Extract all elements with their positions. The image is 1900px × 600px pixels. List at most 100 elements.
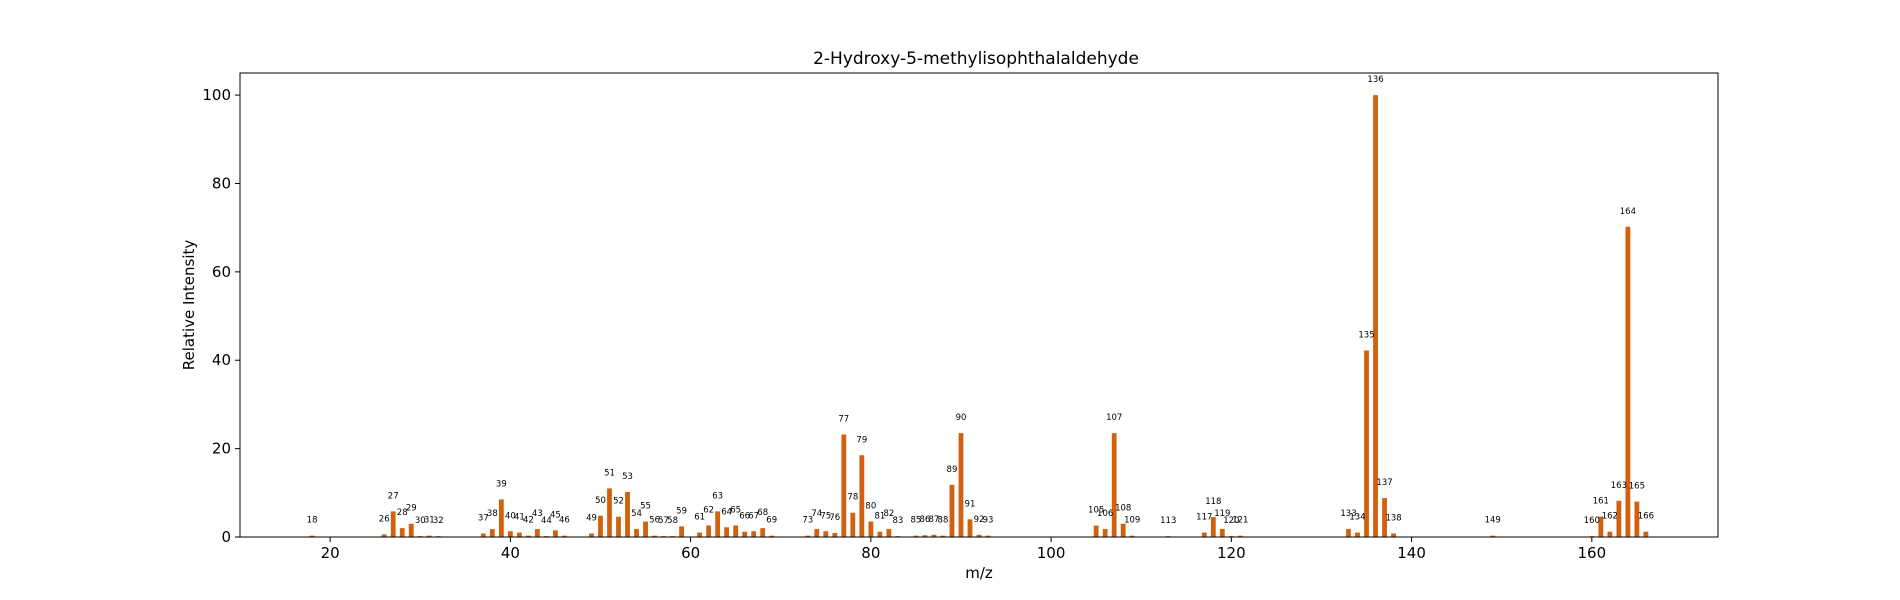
y-tick-label-0: 0 [221, 528, 231, 546]
peak-label-166: 166 [1638, 512, 1654, 522]
bar-mz-89 [949, 484, 955, 537]
peak-label-50: 50 [595, 496, 606, 506]
bar-mz-133 [1346, 529, 1351, 537]
bar-mz-42 [525, 535, 531, 537]
peak-label-78: 78 [847, 493, 858, 503]
peak-label-28: 28 [397, 508, 408, 518]
bar-mz-39 [498, 499, 504, 537]
peak-label-87: 87 [929, 515, 940, 525]
bar-mz-68 [760, 528, 766, 537]
peak-label-77: 77 [838, 414, 849, 424]
peak-label-160: 160 [1584, 516, 1600, 526]
bar-mz-85 [913, 535, 919, 537]
peak-label-76: 76 [829, 513, 840, 523]
bar-mz-74 [814, 529, 820, 537]
bar-mz-137 [1382, 498, 1387, 537]
bar-mz-136 [1373, 95, 1378, 537]
peak-label-161: 161 [1593, 497, 1609, 507]
bar-mz-27 [390, 511, 396, 537]
bar-mz-117 [1201, 532, 1207, 537]
peak-label-30: 30 [415, 516, 426, 526]
peak-label-118: 118 [1205, 497, 1221, 507]
plot-area-frame [239, 72, 1719, 538]
bar-mz-75 [823, 531, 829, 537]
bar-mz-76 [832, 533, 838, 537]
bar-mz-43 [535, 529, 540, 537]
peak-label-51: 51 [604, 468, 615, 478]
bar-mz-162 [1607, 531, 1613, 537]
peak-label-121: 121 [1232, 516, 1248, 526]
bar-mz-52 [616, 516, 621, 537]
bar-mz-86 [922, 535, 928, 537]
x-axis-label: m/z [965, 564, 993, 582]
peak-label-107: 107 [1106, 413, 1122, 423]
peak-label-69: 69 [766, 516, 777, 526]
bar-mz-107 [1111, 433, 1117, 537]
peak-label-63: 63 [712, 491, 723, 501]
peak-label-61: 61 [694, 513, 705, 523]
bar-mz-81 [877, 531, 883, 537]
peak-label-44: 44 [541, 516, 552, 526]
peak-label-41: 41 [514, 513, 525, 523]
bar-mz-166 [1643, 531, 1649, 537]
chart-title: 2-Hydroxy-5-methylisophthalaldehyde [813, 49, 1139, 69]
bar-mz-164 [1625, 226, 1631, 537]
x-tick-label-20: 20 [321, 544, 340, 562]
bar-mz-45 [553, 530, 558, 537]
bar-mz-40 [507, 531, 513, 537]
peak-label-90: 90 [956, 413, 967, 423]
x-tick-label-100: 100 [1037, 544, 1066, 562]
bar-mz-63 [715, 511, 721, 537]
bar-mz-61 [697, 532, 703, 537]
peak-label-108: 108 [1115, 504, 1131, 514]
x-tick-label-140: 140 [1397, 544, 1426, 562]
peak-label-79: 79 [856, 435, 867, 445]
peak-label-89: 89 [947, 465, 958, 475]
bar-mz-109 [1129, 535, 1135, 537]
peak-label-82: 82 [883, 509, 894, 519]
peak-label-162: 162 [1602, 512, 1618, 522]
peak-label-46: 46 [559, 516, 570, 526]
peak-label-105: 105 [1088, 506, 1104, 516]
bar-mz-90 [958, 433, 964, 537]
y-tick-label-80: 80 [212, 174, 231, 192]
peak-label-164: 164 [1620, 207, 1636, 217]
peak-label-165: 165 [1629, 482, 1645, 492]
peak-label-81: 81 [874, 512, 885, 522]
peak-label-45: 45 [550, 510, 561, 520]
peak-label-113: 113 [1160, 516, 1176, 526]
bar-mz-79 [859, 455, 865, 537]
peak-label-58: 58 [667, 516, 678, 526]
bar-mz-66 [742, 531, 748, 537]
peak-label-64: 64 [721, 507, 732, 517]
x-tick-label-60: 60 [681, 544, 700, 562]
bar-mz-87 [931, 534, 937, 537]
x-axis: 20 40 60 80 100 120 140 160 [321, 537, 1606, 562]
bar-mz-62 [706, 525, 712, 537]
bar-mz-51 [607, 488, 612, 537]
peak-label-119: 119 [1214, 509, 1230, 519]
bar-mz-78 [850, 512, 856, 537]
bar-mz-149 [1490, 535, 1496, 537]
peak-label-93: 93 [983, 516, 994, 526]
bar-mz-26 [381, 534, 387, 537]
bar-mz-64 [724, 527, 730, 537]
bar-mz-165 [1634, 501, 1640, 537]
peak-label-149: 149 [1485, 516, 1501, 526]
bar-mz-31 [426, 535, 432, 537]
peak-label-75: 75 [820, 511, 831, 521]
peak-label-18: 18 [307, 516, 318, 526]
bar-mz-82 [886, 529, 892, 537]
peak-label-49: 49 [586, 513, 597, 523]
peak-label-43: 43 [532, 509, 543, 519]
bar-mz-53 [625, 491, 630, 537]
bar-mz-105 [1093, 525, 1099, 537]
bar-mz-56 [652, 535, 657, 537]
peak-label-109: 109 [1124, 516, 1140, 526]
bar-mz-80 [868, 521, 874, 537]
peak-label-106: 106 [1097, 509, 1113, 519]
bar-mz-93 [985, 535, 991, 537]
bar-mz-92 [976, 534, 982, 537]
peak-label-83: 83 [892, 516, 903, 526]
